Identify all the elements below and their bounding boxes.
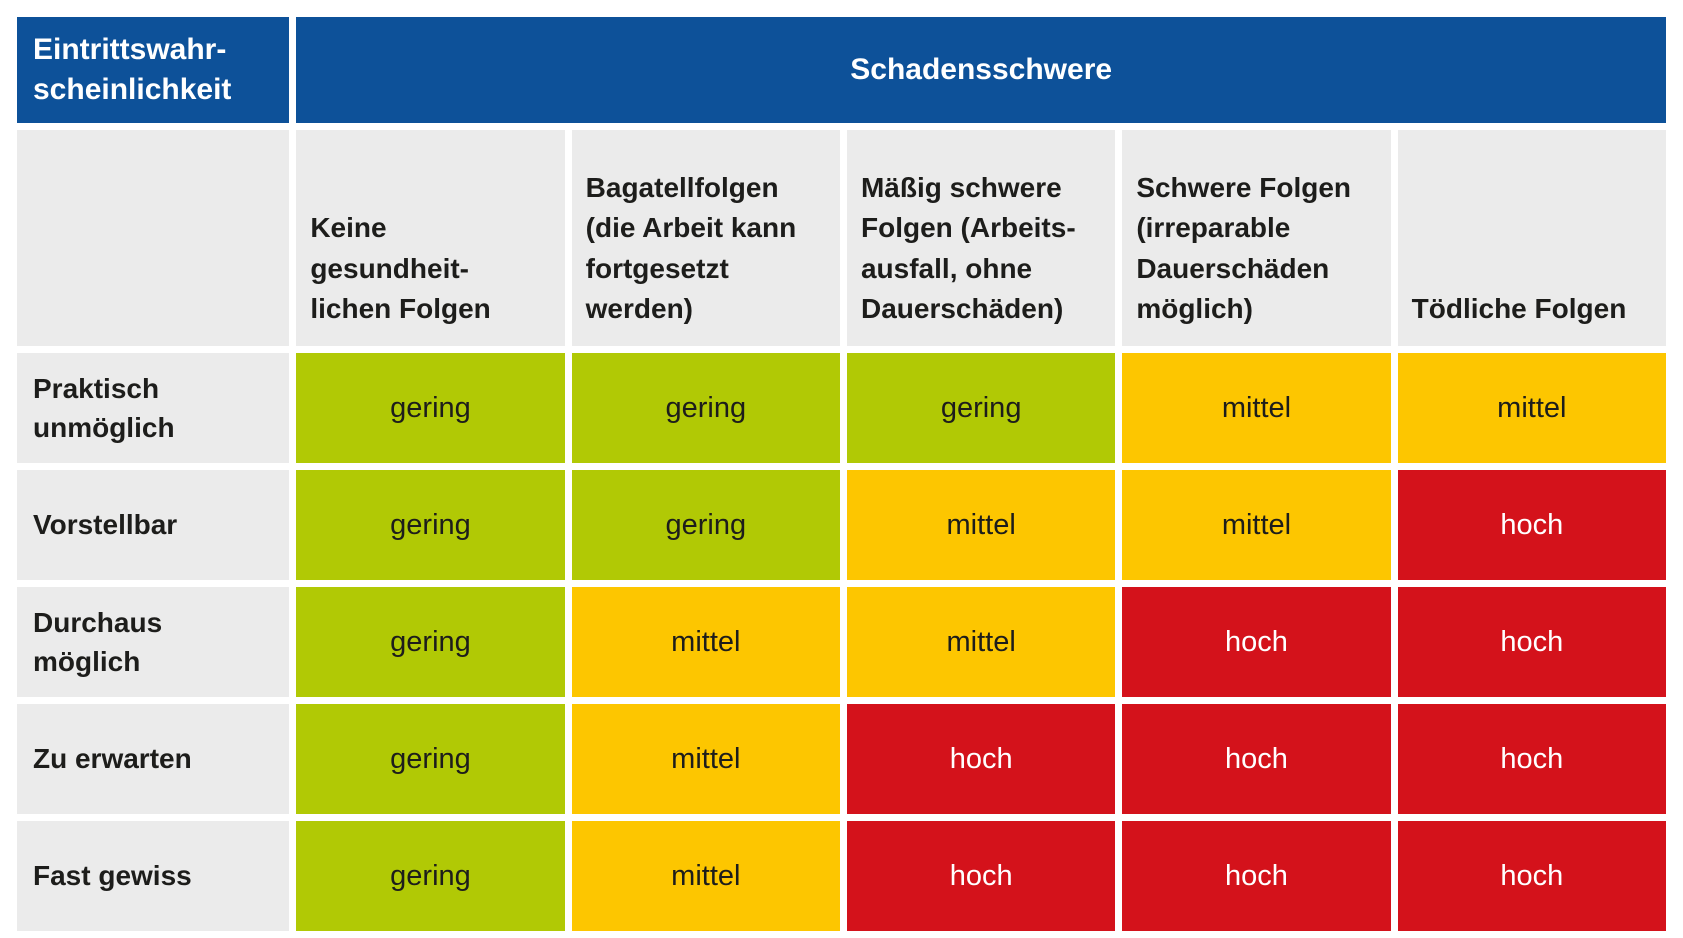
header-row-blue: Eintrittswahr- scheinlichkeit Schadenssc… [17,17,1666,123]
column-header-keine-folgen: Keine gesundheit- lichen Folgen [296,130,565,346]
row-label-4: Zu erwarten [17,704,290,814]
table-row: Durchaus möglich gering mittel mittel hoch ho… [17,587,1666,697]
column-header-maessig-schwer: Mäßig schwere Folgen (Arbeits- ausfall, … [846,130,1116,346]
table-row: Praktisch unmöglich gering gering gering mit… [17,353,1666,463]
risk-cell-r5-c5: hoch [1397,821,1666,931]
risk-cell-r5-c4: hoch [1122,821,1391,931]
risk-cell-r5-c3: hoch [846,821,1116,931]
risk-cell-r1-c5: mittel [1397,353,1666,463]
risk-cell-r2-c1: gering [296,470,565,580]
risk-cell-r1-c1: gering [296,353,565,463]
risk-cell-r4-c3: hoch [846,704,1116,814]
risk-cell-r5-c2: mittel [571,821,840,931]
risk-cell-r3-c3: mittel [846,587,1116,697]
row-label-5: Fast gewiss [17,821,290,931]
risk-cell-r3-c5: hoch [1397,587,1666,697]
header-row-columns: Keine gesundheit- lichen Folgen Bagatell… [17,130,1666,346]
risk-cell-r3-c4: hoch [1122,587,1391,697]
risk-cell-r4-c2: mittel [571,704,840,814]
severity-group-header: Schadensschwere [296,17,1666,123]
risk-cell-r3-c2: mittel [571,587,840,697]
risk-cell-r1-c2: gering [571,353,840,463]
risk-cell-r2-c5: hoch [1397,470,1666,580]
risk-cell-r2-c2: gering [571,470,840,580]
risk-cell-r4-c4: hoch [1122,704,1391,814]
probability-axis-header: Eintrittswahr- scheinlichkeit [17,17,290,123]
risk-cell-r4-c5: hoch [1397,704,1666,814]
risk-cell-r5-c1: gering [296,821,565,931]
column-header-toedliche-folgen: Tödliche Folgen [1397,130,1666,346]
column-header-schwere-folgen: Schwere Folgen (irreparable Dauerschäden… [1122,130,1391,346]
table-row: Zu erwarten gering mittel hoch hoch hoch [17,704,1666,814]
risk-cell-r3-c1: gering [296,587,565,697]
table-row: Fast gewiss gering mittel hoch hoch hoch [17,821,1666,931]
risk-cell-r2-c4: mittel [1122,470,1391,580]
risk-cell-r1-c3: gering [846,353,1116,463]
row-label-3: Durchaus möglich [17,587,290,697]
column-header-bagatellfolgen: Bagatellfolgen (die Arbeit kann fortgese… [571,130,840,346]
risk-cell-r1-c4: mittel [1122,353,1391,463]
table-row: Vorstellbar gering gering mittel mittel hoch [17,470,1666,580]
row-label-2: Vorstellbar [17,470,290,580]
risk-cell-r4-c1: gering [296,704,565,814]
row-label-1: Praktisch unmöglich [17,353,290,463]
corner-spacer-cell [17,130,290,346]
risk-matrix-table: Eintrittswahr- scheinlichkeit Schadenssc… [10,10,1673,938]
risk-cell-r2-c3: mittel [846,470,1116,580]
matrix-body: Praktisch unmöglich gering gering gering mit… [17,353,1666,931]
